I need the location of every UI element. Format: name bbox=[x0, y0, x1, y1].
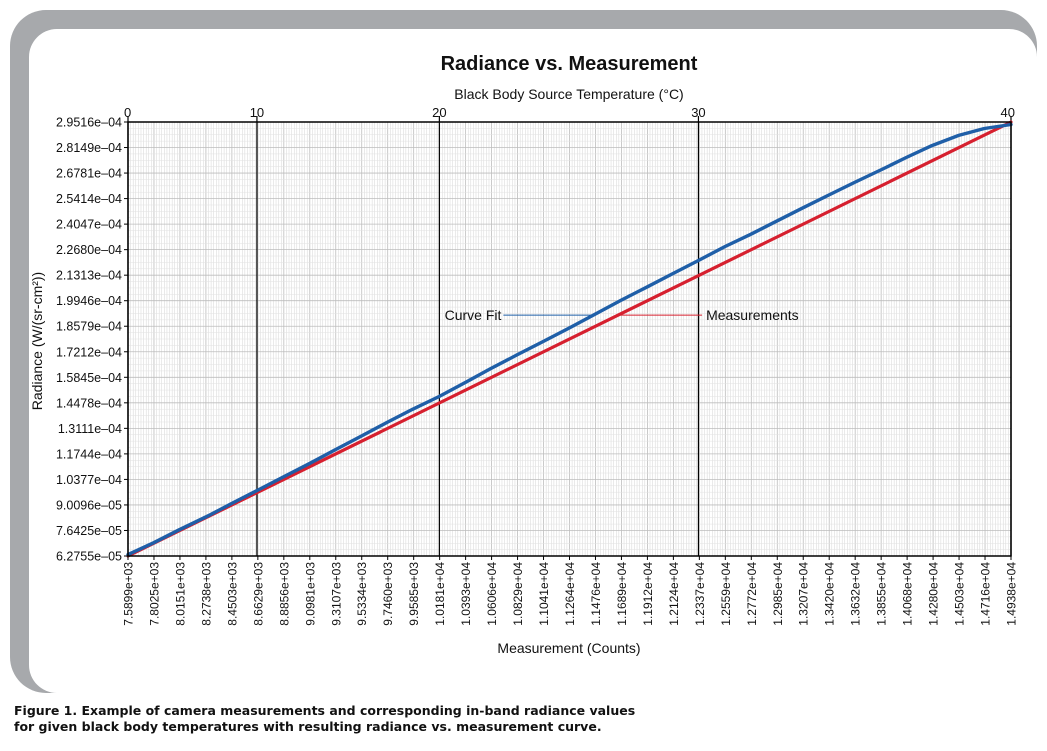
x-tick-label: 7.5899e+03 bbox=[122, 562, 136, 626]
x-tick-label: 7.8025e+03 bbox=[147, 562, 161, 626]
y-tick-label: 1.3111e–04 bbox=[58, 422, 122, 436]
top-axis-tick-label: 0 bbox=[124, 105, 131, 120]
x-tick-label: 9.3107e+03 bbox=[329, 562, 343, 626]
x-tick-label: 1.3632e+04 bbox=[849, 562, 863, 626]
y-tick-label: 1.1744e–04 bbox=[56, 447, 122, 461]
x-tick-label: 1.3855e+04 bbox=[875, 562, 889, 626]
x-tick-label: 1.0181e+04 bbox=[433, 562, 447, 626]
measurements-series-line bbox=[126, 120, 1013, 558]
x-tick-label: 1.2772e+04 bbox=[745, 562, 759, 626]
chart-title: Radiance vs. Measurement bbox=[441, 53, 698, 75]
y-tick-label: 2.2680e–04 bbox=[56, 243, 122, 257]
y-tick-label: 1.8579e–04 bbox=[56, 320, 122, 334]
x-tick-label: 1.0829e+04 bbox=[511, 562, 525, 626]
x-tick-label: 9.9585e+03 bbox=[407, 562, 421, 626]
grid bbox=[127, 116, 1012, 557]
y-tick-label: 1.9946e–04 bbox=[56, 294, 122, 308]
figure-caption: Figure 1. Example of camera measurements… bbox=[14, 703, 774, 735]
y-tick-label: 1.5845e–04 bbox=[56, 371, 122, 385]
curve-fit-series-line bbox=[126, 122, 1013, 557]
axes bbox=[124, 121, 1012, 560]
x-tick-label: 1.2124e+04 bbox=[667, 562, 681, 626]
top-axis-tick-label: 40 bbox=[1001, 105, 1015, 120]
y-tick-label: 1.7212e–04 bbox=[56, 345, 122, 359]
x-tick-label: 9.0981e+03 bbox=[303, 562, 317, 626]
x-tick-label: 1.2559e+04 bbox=[719, 562, 733, 626]
x-tick-label: 1.1689e+04 bbox=[615, 562, 629, 626]
x-tick-label: 1.1912e+04 bbox=[641, 562, 655, 626]
y-tick-label: 9.0096e–05 bbox=[56, 498, 122, 512]
series-lines bbox=[126, 120, 1013, 558]
y-tick-label: 2.1313e–04 bbox=[56, 269, 122, 283]
caption-line-1: Figure 1. Example of camera measurements… bbox=[14, 703, 636, 718]
top-axis-tick-label: 20 bbox=[432, 105, 446, 120]
y-tick-label: 1.0377e–04 bbox=[56, 473, 122, 487]
x-tick-label: 8.8856e+03 bbox=[277, 562, 291, 626]
x-tick-label: 8.0151e+03 bbox=[173, 562, 187, 626]
y-tick-label: 1.4478e–04 bbox=[56, 396, 122, 410]
x-tick-label: 1.2985e+04 bbox=[771, 562, 785, 626]
x-tick-label: 1.1476e+04 bbox=[589, 562, 603, 626]
x-tick-label: 1.3207e+04 bbox=[797, 562, 811, 626]
measurements-annotation: Measurements bbox=[706, 307, 799, 323]
y-axis-label: Radiance (W/(sr-cm²)) bbox=[29, 272, 45, 410]
x-tick-label: 1.4503e+04 bbox=[953, 562, 967, 626]
top-axis-label: Black Body Source Temperature (°C) bbox=[454, 86, 683, 102]
y-tick-label: 2.6781e–04 bbox=[56, 167, 122, 181]
y-tick-label: 7.6425e–05 bbox=[56, 524, 122, 538]
x-tick-label: 1.4716e+04 bbox=[979, 562, 993, 626]
x-tick-label: 9.5334e+03 bbox=[355, 562, 369, 626]
x-tick-label: 1.1041e+04 bbox=[537, 562, 551, 626]
x-tick-label: 1.4068e+04 bbox=[901, 562, 915, 626]
x-tick-label: 1.4280e+04 bbox=[927, 562, 941, 626]
top-axis-tick-label: 10 bbox=[250, 105, 264, 120]
top-axis-tick-label: 30 bbox=[691, 105, 705, 120]
caption-line-2: for given black body temperatures with r… bbox=[14, 719, 602, 734]
x-tick-label: 8.6629e+03 bbox=[251, 562, 265, 626]
curve-fit-annotation: Curve Fit bbox=[445, 307, 502, 323]
tick-labels: 0 10 20 30 40 2.9516e–04 2.8149e–04 2.6781e–04 2… bbox=[56, 105, 1019, 626]
annotations: Curve Fit Measurements bbox=[445, 307, 799, 323]
x-tick-label: 1.4938e+04 bbox=[1005, 562, 1019, 626]
x-tick-label: 1.1264e+04 bbox=[563, 562, 577, 626]
y-tick-label: 2.9516e–04 bbox=[56, 116, 122, 130]
x-tick-label: 1.0606e+04 bbox=[485, 562, 499, 626]
y-tick-label: 2.4047e–04 bbox=[56, 218, 122, 232]
x-tick-label: 8.2738e+03 bbox=[199, 562, 213, 626]
y-tick-label: 6.2755e–05 bbox=[56, 550, 122, 564]
x-tick-label: 1.2337e+04 bbox=[693, 562, 707, 626]
x-axis-label: Measurement (Counts) bbox=[497, 640, 640, 656]
x-tick-label: 1.3420e+04 bbox=[823, 562, 837, 626]
x-tick-label: 8.4503e+03 bbox=[225, 562, 239, 626]
radiance-chart: Radiance vs. Measurement Black Body Sour… bbox=[29, 53, 1019, 656]
y-tick-label: 2.8149e–04 bbox=[56, 141, 122, 155]
x-tick-label: 9.7460e+03 bbox=[381, 562, 395, 626]
y-tick-label: 2.5414e–04 bbox=[56, 192, 122, 206]
x-tick-label: 1.0393e+04 bbox=[459, 562, 473, 626]
